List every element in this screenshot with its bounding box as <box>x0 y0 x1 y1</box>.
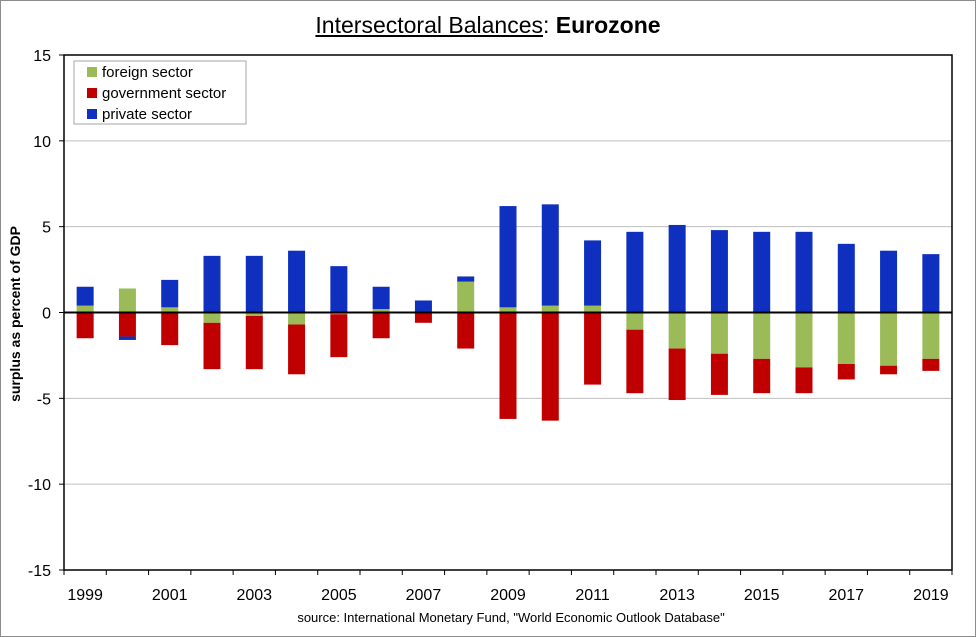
x-tick-label: 2013 <box>659 587 695 604</box>
bar-foreign-2010 <box>541 305 559 313</box>
chart-title: Intersectoral Balances: Eurozone <box>0 12 976 39</box>
bar-private-1999 <box>76 286 94 306</box>
bar-government-2003 <box>245 315 263 370</box>
bar-government-2012 <box>626 329 644 394</box>
bar-private-2010 <box>541 204 559 306</box>
chart-title-region: Eurozone <box>555 12 661 38</box>
bar-private-2007 <box>414 300 432 313</box>
bar-government-2010 <box>541 312 559 421</box>
bar-government-2019 <box>922 358 940 371</box>
bar-foreign-2001 <box>161 307 179 313</box>
bar-foreign-2004 <box>288 312 306 325</box>
bar-government-2007 <box>414 312 432 323</box>
bar-private-2018 <box>880 250 898 313</box>
bar-government-2008 <box>457 312 475 349</box>
bar-private-2002 <box>203 255 221 313</box>
bar-government-2006 <box>372 312 390 339</box>
chart-title-main: Intersectoral Balances <box>315 12 543 38</box>
bar-foreign-2009 <box>499 307 517 313</box>
bar-private-2014 <box>710 230 728 313</box>
legend-label-private: private sector <box>102 106 192 123</box>
bar-foreign-2018 <box>880 312 898 366</box>
bar-foreign-1999 <box>76 305 94 313</box>
y-tick-label: 5 <box>42 220 51 237</box>
bar-government-2016 <box>795 367 813 394</box>
bar-private-2011 <box>584 240 602 306</box>
x-tick-label: 2015 <box>744 587 780 604</box>
bar-private-2015 <box>753 231 771 313</box>
bar-government-1999 <box>76 312 94 339</box>
bar-foreign-2019 <box>922 312 940 359</box>
bar-private-2003 <box>245 255 263 313</box>
bar-private-2009 <box>499 206 517 308</box>
x-tick-label: 2017 <box>828 587 864 604</box>
y-tick-label: -10 <box>28 477 51 494</box>
bar-foreign-2015 <box>753 312 771 359</box>
bar-foreign-2011 <box>584 305 602 313</box>
bar-private-2016 <box>795 231 813 313</box>
bar-private-2001 <box>161 279 179 308</box>
bar-private-2004 <box>288 250 306 313</box>
bar-government-2009 <box>499 312 517 419</box>
bar-private-2019 <box>922 254 940 313</box>
x-tick-label: 1999 <box>67 587 103 604</box>
legend-label-foreign: foreign sector <box>102 64 193 81</box>
x-tick-label: 2005 <box>321 587 357 604</box>
bar-foreign-2013 <box>668 312 686 349</box>
bar-foreign-2000 <box>118 288 136 313</box>
x-tick-label: 2007 <box>406 587 442 604</box>
bar-private-2008 <box>457 276 475 282</box>
bar-foreign-2003 <box>245 312 263 316</box>
bar-private-2000 <box>118 336 136 340</box>
x-tick-label: 2019 <box>913 587 949 604</box>
bar-government-2000 <box>118 312 136 337</box>
bar-government-2017 <box>837 364 855 380</box>
y-tick-label: 15 <box>33 48 51 65</box>
y-tick-label: -5 <box>37 391 51 408</box>
bar-private-2017 <box>837 243 855 313</box>
bar-private-2005 <box>330 266 348 313</box>
legend: foreign sector government sector private s… <box>73 60 247 125</box>
bar-government-2011 <box>584 312 602 385</box>
bar-private-2013 <box>668 224 686 313</box>
bar-foreign-2006 <box>372 309 390 313</box>
bar-foreign-2016 <box>795 312 813 368</box>
bar-private-2006 <box>372 286 390 310</box>
chart-title-separator: : <box>543 12 556 38</box>
x-tick-label: 2009 <box>490 587 526 604</box>
x-tick-label: 2011 <box>575 587 610 604</box>
bar-foreign-2014 <box>710 312 728 354</box>
bar-government-2004 <box>288 324 306 375</box>
bar-private-2012 <box>626 231 644 313</box>
legend-label-government: government sector <box>102 85 226 102</box>
y-axis-ticks: -15 -10 -5 0 5 10 15 <box>28 48 64 580</box>
bar-foreign-2017 <box>837 312 855 364</box>
legend-swatch-foreign <box>87 67 97 77</box>
x-axis-ticks: 1999 2001 2003 2005 2007 2009 2011 2013 2015 2017… <box>63 570 953 604</box>
bars <box>76 204 940 421</box>
bar-government-2018 <box>880 365 898 375</box>
bar-government-2005 <box>330 314 348 358</box>
x-tick-label: 2003 <box>236 587 272 604</box>
bar-government-2002 <box>203 322 221 370</box>
bar-government-2013 <box>668 348 686 401</box>
y-tick-label: 0 <box>42 306 51 323</box>
x-tick-label: 2001 <box>152 587 188 604</box>
bar-government-2014 <box>710 353 728 395</box>
y-axis-label: surplus as percent of GDP <box>7 226 23 402</box>
legend-box <box>73 60 247 125</box>
y-tick-label: 10 <box>33 134 51 151</box>
bar-government-2001 <box>161 312 179 346</box>
y-tick-label: -15 <box>28 563 51 580</box>
source-note: source: International Monetary Fund, "Wo… <box>297 610 725 625</box>
legend-swatch-private <box>87 109 97 119</box>
bar-foreign-2012 <box>626 312 644 330</box>
bar-foreign-2008 <box>457 281 475 313</box>
legend-swatch-government <box>87 88 97 98</box>
bar-government-2015 <box>753 358 771 394</box>
bar-foreign-2002 <box>203 312 221 323</box>
